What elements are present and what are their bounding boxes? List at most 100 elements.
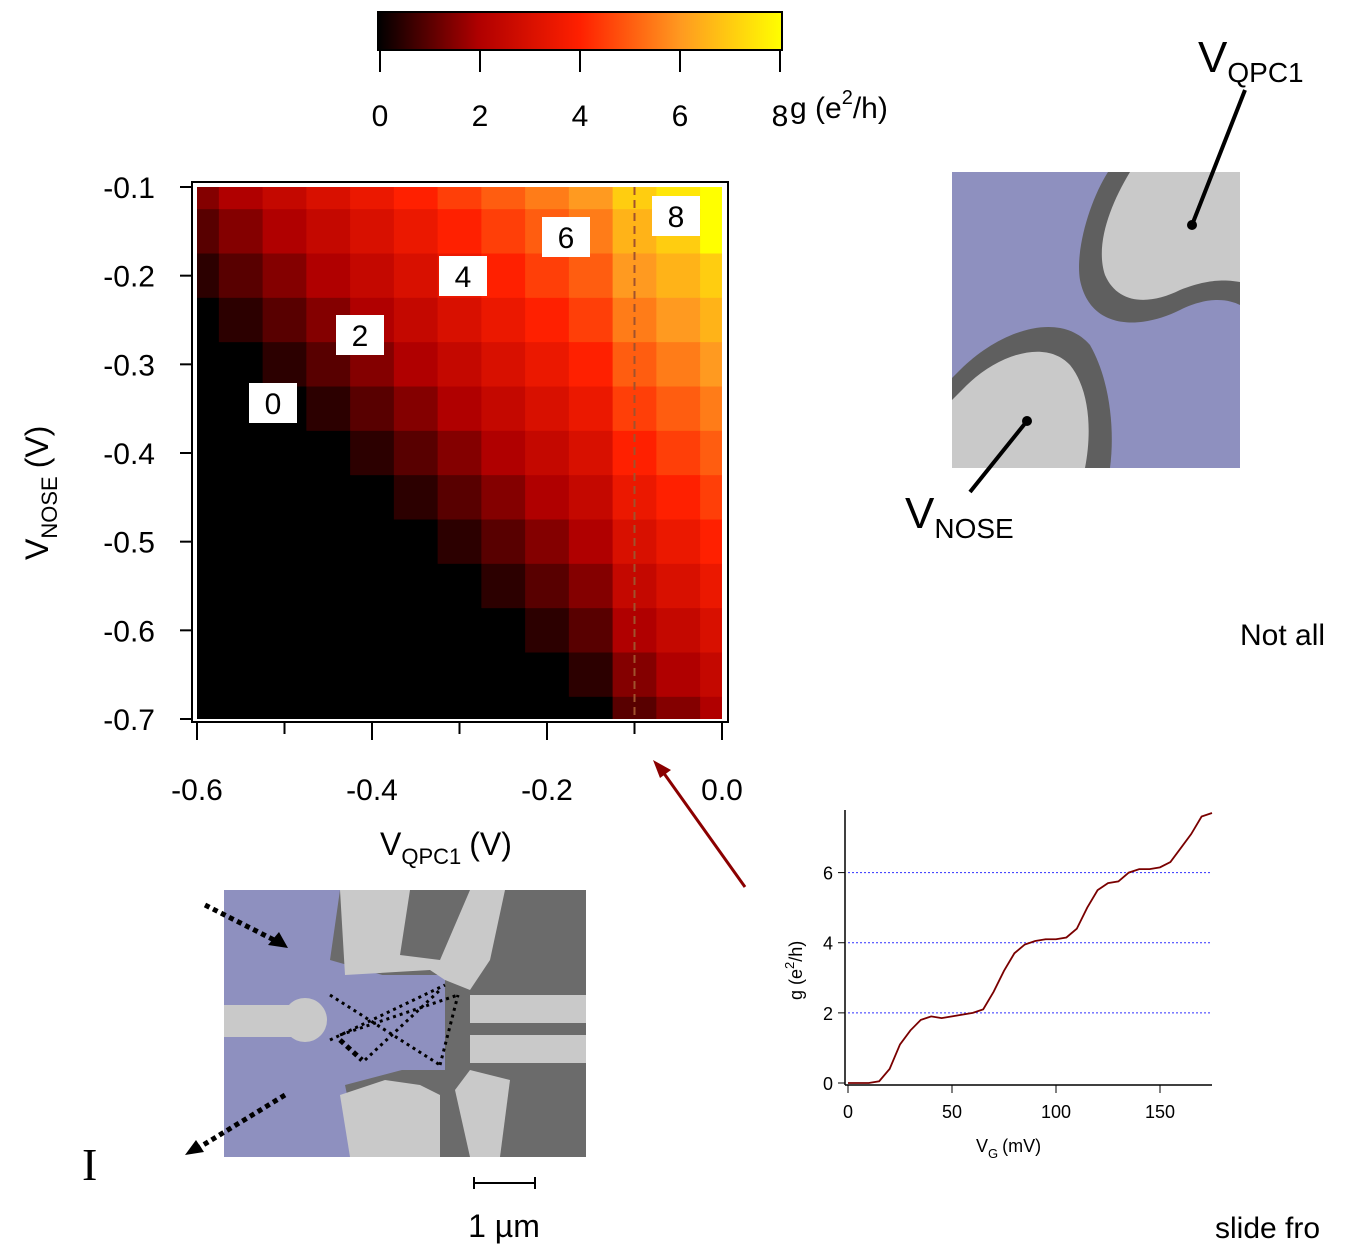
heatmap-cell [525, 254, 569, 299]
heatmap-cell [700, 431, 744, 476]
heatmap-cell [263, 342, 307, 387]
heatmap-cell [656, 342, 700, 387]
heatmap-cell [525, 431, 569, 476]
heatmap-cell [438, 564, 482, 609]
heatmap-cell [569, 298, 613, 343]
plateau-label: 0 [265, 388, 282, 421]
heatmap-cell [263, 209, 307, 254]
heatmap-cell [525, 387, 569, 432]
side-note: Not all [1240, 619, 1325, 652]
heatmap-cell [656, 387, 700, 432]
corner-mark: I [82, 1139, 97, 1190]
heatmap-y-label: VNOSE(V) [19, 426, 62, 560]
heatmap-cell [481, 387, 525, 432]
heatmap-cell [481, 254, 525, 299]
heatmap-cell [394, 520, 438, 565]
heatmap-cell [481, 608, 525, 653]
heatmap-cell [175, 653, 219, 698]
heatmap-cell [350, 387, 394, 432]
heatmap-cell [656, 475, 700, 520]
plateau-label: 2 [352, 320, 369, 353]
conductance-line [848, 813, 1212, 1083]
heatmap-cell [306, 697, 350, 742]
heatmap-cell [569, 475, 613, 520]
heatmap-cell [569, 254, 613, 299]
x-tick-label: 50 [942, 1102, 962, 1122]
heatmap-cell [700, 608, 744, 653]
heatmap-cell [219, 475, 263, 520]
heatmap-cell [219, 564, 263, 609]
colorbar-tick-label: 4 [572, 100, 589, 133]
heatmap-cell [481, 653, 525, 698]
heatmap-cell [350, 254, 394, 299]
heatmap-cell [263, 697, 307, 742]
heatmap-cell [175, 475, 219, 520]
heatmap-cell [263, 254, 307, 299]
heatmap-cell [219, 431, 263, 476]
heatmap-cell [438, 387, 482, 432]
nose-gate-label: VNOSE [905, 489, 1014, 544]
heatmap-cell [656, 254, 700, 299]
qpc-gate-label: VQPC1 [1198, 33, 1304, 88]
colorbar [378, 12, 782, 50]
heatmap-cell [525, 608, 569, 653]
heatmap-cell [219, 254, 263, 299]
y-tick-label: 0 [823, 1074, 833, 1094]
y-tick-label: 2 [823, 1004, 833, 1024]
line-x-label: VG(mV) [976, 1136, 1041, 1161]
heatmap-cell [350, 608, 394, 653]
heatmap-cell [656, 653, 700, 698]
sem-image-gate [952, 90, 1245, 492]
heatmap-cell [700, 342, 744, 387]
heatmap-cell [394, 475, 438, 520]
heatmap-cell [481, 564, 525, 609]
heatmap-cell [438, 520, 482, 565]
heatmap-cell [481, 209, 525, 254]
heatmap-cell [306, 209, 350, 254]
heatmap-cell [700, 298, 744, 343]
y-tick-label: -0.1 [103, 172, 155, 205]
heatmap-cell [306, 431, 350, 476]
heatmap-cell [438, 475, 482, 520]
heatmap-cell [525, 298, 569, 343]
heatmap-cell [569, 608, 613, 653]
heatmap-cell [656, 608, 700, 653]
cut-arrowhead [653, 760, 671, 778]
x-tick-label: -0.2 [521, 774, 573, 807]
heatmap-cell [263, 653, 307, 698]
y-tick-label: 4 [823, 934, 833, 954]
heatmap-cell [219, 653, 263, 698]
heatmap-cell [263, 431, 307, 476]
heatmap-cell [481, 475, 525, 520]
heatmap-cell [306, 564, 350, 609]
x-tick-label: 0.0 [701, 774, 743, 807]
heatmap-cell [350, 431, 394, 476]
heatmap-cell [438, 209, 482, 254]
heatmap-cell [700, 209, 744, 254]
y-tick-label: -0.7 [103, 704, 155, 737]
heatmap-cell [263, 520, 307, 565]
heatmap-cell [481, 165, 525, 210]
heatmap-cell [350, 653, 394, 698]
heatmap-cell [306, 653, 350, 698]
slide: VQPC1(V) VNOSE(V) g (e2/h) VQPC1 VNOSE N… [0, 0, 1355, 1246]
heatmap-cell [350, 564, 394, 609]
x-tick-label: 0 [843, 1102, 853, 1122]
heatmap-cell [656, 564, 700, 609]
heatmap-cell [656, 520, 700, 565]
heatmap-cell [306, 608, 350, 653]
heatmap-cells [175, 165, 744, 742]
heatmap-cell [394, 342, 438, 387]
heatmap-cell [394, 431, 438, 476]
heatmap-cell [394, 298, 438, 343]
heatmap-cell [263, 475, 307, 520]
heatmap-cell [569, 697, 613, 742]
heatmap-cell [219, 342, 263, 387]
heatmap-cell [394, 165, 438, 210]
heatmap-cell [438, 431, 482, 476]
heatmap-cell [700, 475, 744, 520]
heatmap-cell [394, 564, 438, 609]
heatmap-cell [306, 520, 350, 565]
heatmap-cell [481, 298, 525, 343]
heatmap-cell [263, 298, 307, 343]
